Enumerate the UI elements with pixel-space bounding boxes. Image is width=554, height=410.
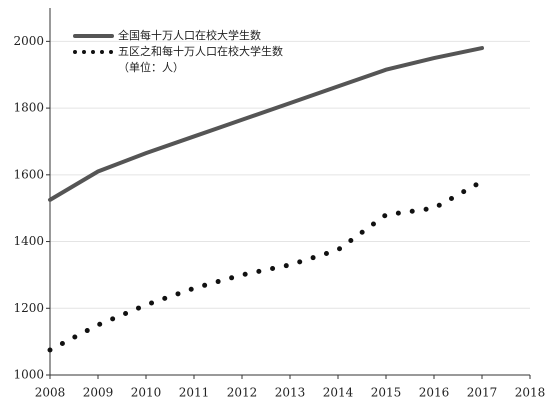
y-tick-label: 2000 bbox=[13, 34, 44, 48]
x-tick-label: 2018 bbox=[515, 386, 546, 400]
x-tick-label: 2015 bbox=[371, 386, 402, 400]
x-tick-label: 2014 bbox=[323, 386, 354, 400]
legend-label: 全国每十万人口在校大学生数 bbox=[118, 28, 261, 42]
x-tick-label: 2011 bbox=[179, 386, 210, 400]
y-tick-label: 1400 bbox=[13, 234, 44, 248]
y-tick-label: 1200 bbox=[13, 301, 44, 315]
x-tick-label: 2012 bbox=[227, 386, 258, 400]
x-tick-label: 2013 bbox=[275, 386, 306, 400]
y-tick-label: 1600 bbox=[13, 167, 44, 181]
annotation: （单位：人） bbox=[118, 60, 184, 74]
y-tick-label: 1000 bbox=[13, 368, 44, 382]
x-tick-label: 2010 bbox=[131, 386, 162, 400]
line-series bbox=[47, 178, 485, 353]
x-tick-label: 2016 bbox=[419, 386, 450, 400]
line-series bbox=[48, 46, 484, 202]
legend-label: 五区之和每十万人口在校大学生数 bbox=[118, 44, 283, 58]
x-tick-label: 2017 bbox=[467, 386, 498, 400]
y-tick-label: 1800 bbox=[13, 101, 44, 115]
x-tick-label: 2008 bbox=[35, 386, 66, 400]
x-tick-label: 2009 bbox=[83, 386, 114, 400]
